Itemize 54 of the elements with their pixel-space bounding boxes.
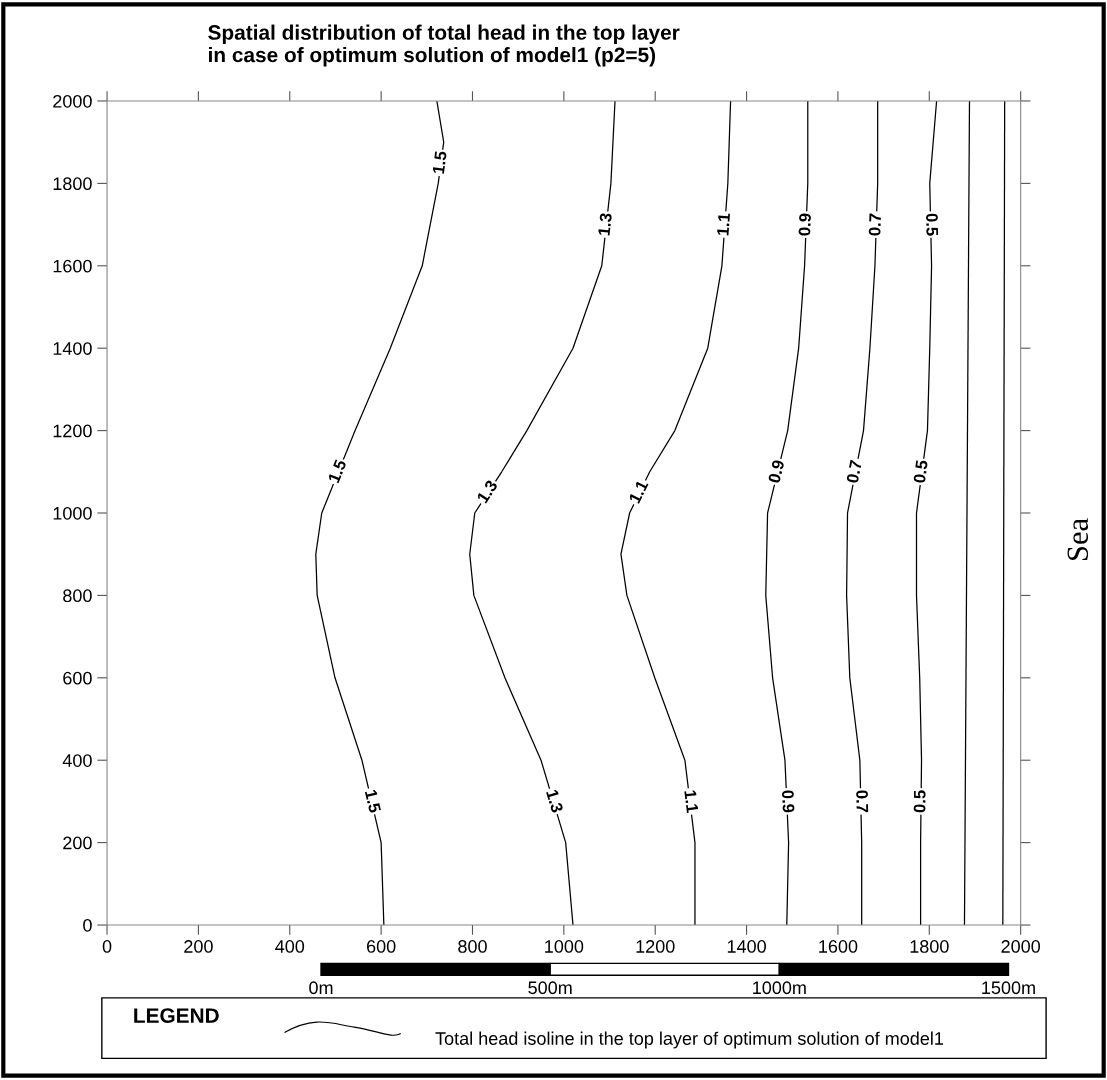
text: 0.7 — [846, 459, 862, 484]
text: 1.3 — [598, 212, 613, 236]
x-tick-label: 1400 — [727, 940, 766, 953]
x-tick-label: 1000 — [545, 940, 584, 953]
text: Total head isoline in the top layer of optimum solution of model1 — [435, 1031, 944, 1049]
x-tick-label: 600 — [366, 940, 396, 953]
x-tick-label: 0 — [102, 940, 112, 953]
text: 0.5 — [925, 213, 939, 236]
line-series — [620, 100, 732, 926]
y-tick-label: 0 — [83, 918, 92, 932]
x-tick-label: 1200 — [636, 940, 675, 953]
text: 500m — [528, 981, 572, 995]
text: 0.9 — [767, 459, 785, 484]
text: 0.9 — [781, 790, 795, 813]
y-tick-label: 1400 — [53, 342, 92, 355]
y-tick-label: 200 — [63, 836, 92, 850]
y-tick-label: 1200 — [53, 424, 92, 438]
line-series — [915, 100, 938, 926]
text: 1.1 — [628, 479, 649, 504]
y-tick-label: 2000 — [53, 94, 92, 108]
line-series — [315, 100, 445, 926]
text: 0.9 — [798, 213, 812, 236]
text: 1.5 — [432, 150, 447, 174]
text: 1.3 — [476, 479, 499, 504]
y-tick-label: 800 — [63, 589, 92, 603]
text: 1000m — [753, 981, 806, 995]
text: 0.5 — [913, 790, 926, 813]
y-tick-label: 400 — [62, 754, 92, 767]
text: Sea — [1067, 518, 1089, 561]
y-tick-label: 1600 — [53, 259, 92, 273]
text: 1.5 — [327, 458, 347, 484]
text: 0.7 — [856, 790, 869, 813]
y-tick-label: 1000 — [53, 506, 92, 520]
x-tick-label: 800 — [458, 940, 487, 953]
x-tick-label: 400 — [275, 940, 305, 953]
line-series — [765, 100, 809, 926]
text: 0m — [309, 981, 333, 995]
text: 1.1 — [684, 790, 699, 813]
text: LEGEND — [134, 1008, 219, 1023]
text: 1.3 — [546, 789, 564, 814]
x-tick-label: 2000 — [1001, 940, 1041, 953]
x-tick-label: 1800 — [910, 940, 949, 953]
text: 1500m — [982, 981, 1035, 995]
text: 0.7 — [868, 213, 881, 236]
line-series — [845, 100, 879, 926]
y-tick-label: 600 — [63, 671, 92, 685]
text: 1.5 — [364, 789, 382, 814]
y-tick-label: 1800 — [53, 177, 92, 191]
x-tick-label: 200 — [184, 940, 213, 953]
x-tick-label: 1600 — [819, 940, 858, 953]
text: 1.1 — [716, 212, 730, 236]
chart-title: Spatial distribution of total head in the top layer in case of optimum solution of model1 (p2=5) — [208, 24, 680, 67]
text: 0.5 — [913, 459, 928, 484]
line-series — [469, 100, 616, 926]
